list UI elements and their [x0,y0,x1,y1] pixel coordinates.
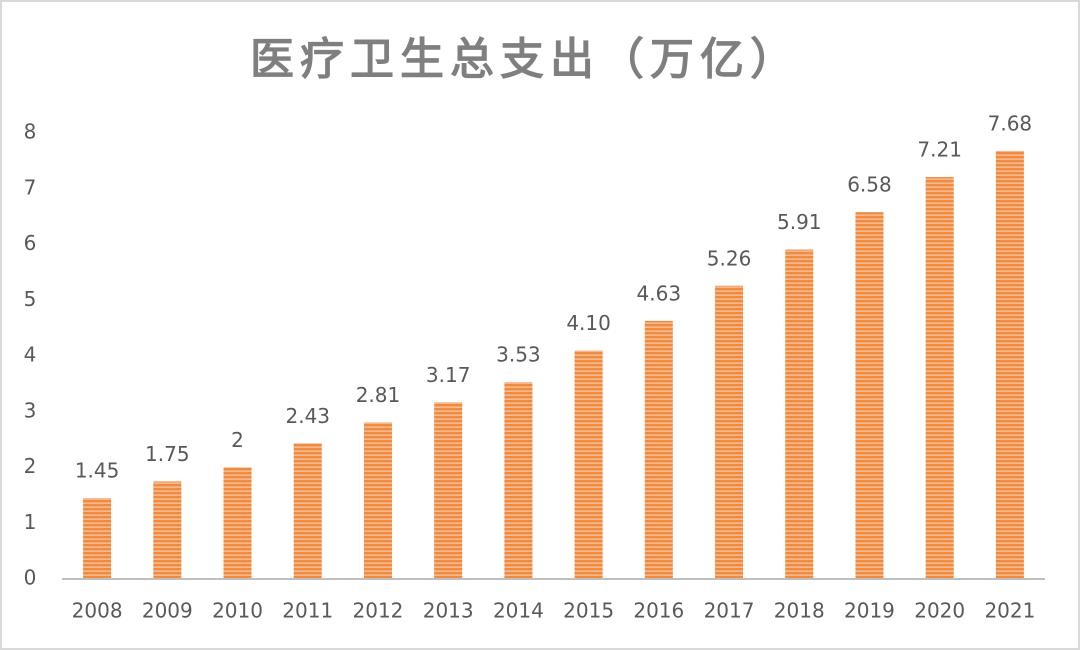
bar [293,443,322,579]
x-tick-label: 2020 [914,599,965,623]
bar [855,212,884,580]
x-tick-label: 2015 [563,599,614,623]
data-label: 2.43 [285,404,330,428]
x-tick-label: 2021 [984,599,1035,623]
data-label: 4.63 [637,281,682,305]
x-tick-label: 2016 [633,599,684,623]
bar [434,402,463,579]
bar [644,320,673,579]
x-tick-label: 2019 [844,599,895,623]
data-label: 7.68 [988,111,1033,135]
data-label: 4.10 [566,311,611,335]
x-tick-label: 2017 [704,599,755,623]
bar [785,249,814,579]
bar [223,467,252,579]
x-tick-label: 2013 [423,599,474,623]
y-tick-label: 6 [24,231,37,255]
x-tick-label: 2008 [72,599,123,623]
x-tick-label: 2012 [353,599,404,623]
bar [995,150,1024,579]
data-label: 2.81 [356,383,401,407]
x-tick-label: 2018 [774,599,825,623]
data-label: 5.26 [707,246,752,270]
y-tick-label: 7 [24,175,37,199]
bar [363,422,392,579]
x-tick-label: 2009 [142,599,193,623]
data-label: 1.75 [145,442,190,466]
bar [83,498,112,579]
bar [715,285,744,579]
data-label: 6.58 [847,173,892,197]
data-label: 7.21 [917,138,962,162]
y-tick-label: 3 [24,398,37,422]
y-tick-label: 0 [24,566,37,590]
data-label: 1.45 [75,459,120,483]
x-tick-label: 2011 [282,599,333,623]
y-tick-label: 5 [24,287,37,311]
bar [153,481,182,579]
data-label: 5.91 [777,210,822,234]
bar [925,177,954,580]
y-tick-label: 4 [24,343,37,367]
y-tick-label: 2 [24,454,37,478]
x-tick-label: 2010 [212,599,263,623]
data-label: 2 [231,428,244,452]
x-tick-label: 2014 [493,599,544,623]
y-tick-label: 8 [24,120,37,144]
y-tick-label: 1 [24,510,37,534]
data-label: 3.53 [496,343,541,367]
data-label: 3.17 [426,363,471,387]
chart-title: 医疗卫生总支出（万亿） [250,34,800,85]
bar [504,382,533,579]
bar [574,350,603,579]
